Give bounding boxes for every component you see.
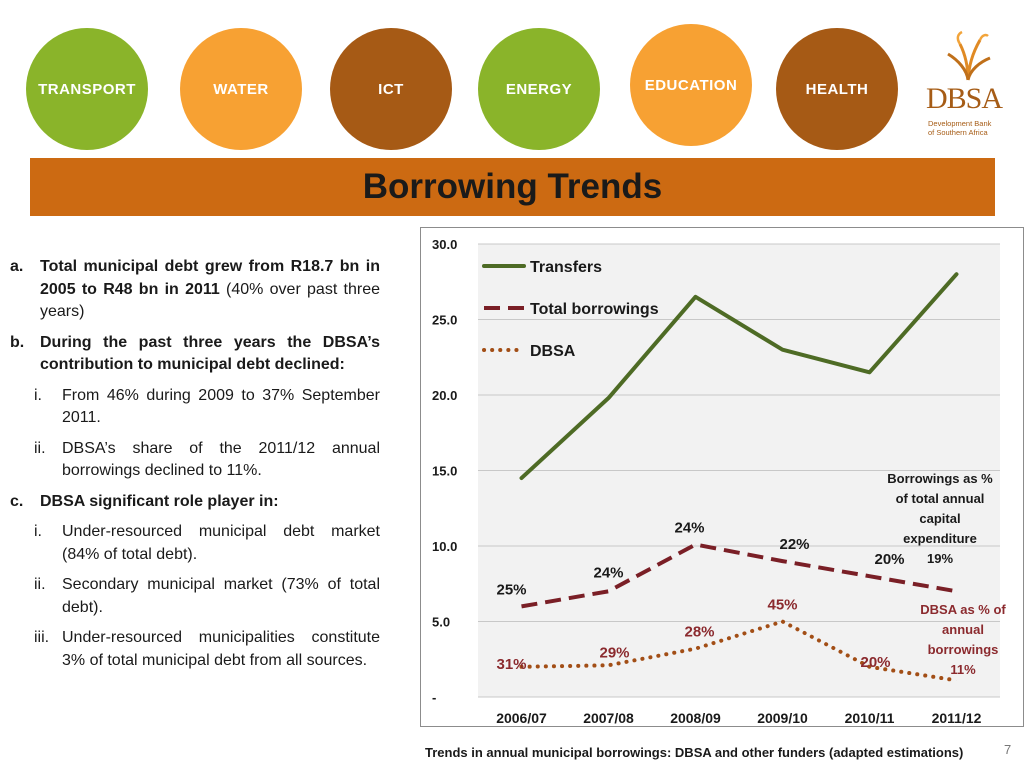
logo-subtitle: Development Bank of Southern Africa <box>928 119 1008 137</box>
y-tick-label: - <box>432 690 436 705</box>
y-tick-label: 25.0 <box>432 313 457 328</box>
point-b-sub-2: ii. DBSA’s share of the 2011/12 annual b… <box>10 438 380 483</box>
data-label: 28% <box>684 624 714 641</box>
data-label: 29% <box>599 644 629 661</box>
sector-transport: TRANSPORT <box>26 28 148 150</box>
x-tick-label: 2009/10 <box>757 710 808 726</box>
data-label: 20% <box>874 551 904 568</box>
point-c-sub-1: i. Under-resourced municipal debt market… <box>10 521 380 566</box>
y-tick-label: 5.0 <box>432 615 450 630</box>
dbsa-logo: DBSA Development Bank of Southern Africa <box>918 30 1008 145</box>
data-label: 31% <box>496 656 526 673</box>
point-b-sub-2-text: DBSA’s share of the 2011/12 annual borro… <box>62 439 380 480</box>
logo-subtitle-line2: of Southern Africa <box>928 128 988 137</box>
point-c-sub-1-text: Under-resourced municipal debt market (8… <box>62 523 380 563</box>
annotation-dbsa-text: DBSA as % of <box>920 602 1006 617</box>
legend-label: Transfers <box>530 259 602 276</box>
point-c-sub-2: ii. Secondary municipal market (73% of t… <box>10 574 380 619</box>
y-tick-label: 10.0 <box>432 539 457 554</box>
series-line-2 <box>521 542 957 609</box>
point-a-rest: (40% over past three years) <box>40 280 381 321</box>
point-c-sub-2-text: Secondary municipal market (73% of total… <box>62 576 380 616</box>
point-b-sub-1: i. From 46% during 2009 to 37% September… <box>10 385 380 430</box>
point-b-bold: During the past three years the DBSA’s c… <box>40 333 380 374</box>
point-c-marker: c. <box>10 492 24 510</box>
x-tick-label: 2006/07 <box>496 710 547 726</box>
point-c-bold: DBSA significant role player in: <box>40 492 279 510</box>
chart-caption: Trends in annual municipal borrowings: D… <box>425 745 964 760</box>
point-c: c. DBSA significant role player in: <box>10 491 380 514</box>
logo-subtitle-line1: Development Bank <box>928 119 992 128</box>
bullet-list: a. Total municipal debt grew from R18.7 … <box>10 256 380 680</box>
annotation-dbsa-text: annual <box>942 622 984 637</box>
point-a: a. Total municipal debt grew from R18.7 … <box>10 256 380 324</box>
x-tick-label: 2007/08 <box>583 710 634 726</box>
data-label: 24% <box>674 519 704 536</box>
point-c-sub-1-marker: i. <box>34 523 42 540</box>
chart-container: - 5.0 10.0 15.0 20.0 25.0 30.0 2006/07 2007/08 20… <box>420 227 1024 727</box>
point-c-sub-2-marker: ii. <box>34 576 46 593</box>
annotation-borrowings-value: 19% <box>927 551 953 566</box>
sector-ict: ICT <box>330 28 452 150</box>
data-label: 22% <box>779 536 809 553</box>
annotation-borrowings-text: capital <box>919 511 960 526</box>
sector-health: HEALTH <box>776 28 898 150</box>
y-tick-label: 15.0 <box>432 464 457 479</box>
x-tick-label: 2008/09 <box>670 710 721 726</box>
point-a-marker: a. <box>10 258 24 275</box>
point-c-sub-3-marker: iii. <box>34 629 50 646</box>
x-tick-label: 2011/12 <box>932 710 982 726</box>
annotation-borrowings-text: of total annual <box>896 491 985 506</box>
borrowing-trends-chart: - 5.0 10.0 15.0 20.0 25.0 30.0 2006/07 2007/08 20… <box>420 227 1024 727</box>
sector-energy: ENERGY <box>478 28 600 150</box>
legend-label: DBSA <box>530 343 576 360</box>
annotation-borrowings-text: Borrowings as % <box>887 471 993 486</box>
x-tick-label: 2010/11 <box>845 710 895 726</box>
page-title: Borrowing Trends <box>362 167 663 206</box>
point-b-sub-1-text: From 46% during 2009 to 37% September 20… <box>62 386 380 427</box>
legend-label: Total borrowings <box>530 301 659 318</box>
data-label: 45% <box>767 597 797 614</box>
sector-education: EDUCATION <box>630 24 752 146</box>
point-b-sub-1-marker: i. <box>34 386 42 404</box>
series-line-3 <box>519 619 959 683</box>
point-b-marker: b. <box>10 333 25 351</box>
title-banner: Borrowing Trends <box>30 158 995 216</box>
y-tick-label: 30.0 <box>432 237 457 252</box>
point-c-sub-3: iii. Under-resourced municipalities cons… <box>10 627 380 672</box>
annotation-dbsa-text: borrowings <box>928 642 999 657</box>
data-label: 20% <box>860 654 890 671</box>
logo-plant-icon <box>947 30 991 81</box>
data-label: 25% <box>496 581 526 598</box>
point-a-bold: Total municipal debt grew from R18.7 bn … <box>40 258 380 298</box>
annotation-dbsa-value: 11% <box>950 662 976 677</box>
data-label: 24% <box>593 564 623 581</box>
annotation-borrowings-text: expenditure <box>903 531 977 546</box>
page-number: 7 <box>1004 742 1012 757</box>
point-b: b. During the past three years the DBSA’… <box>10 332 380 377</box>
logo-wordmark: DBSA <box>926 82 1003 115</box>
point-b-sub-2-marker: ii. <box>34 439 46 457</box>
sector-water: WATER <box>180 28 302 150</box>
series-line-1 <box>519 272 959 481</box>
point-c-sub-3-text: Under-resourced municipalities constitut… <box>62 629 380 669</box>
y-tick-label: 20.0 <box>432 388 457 403</box>
